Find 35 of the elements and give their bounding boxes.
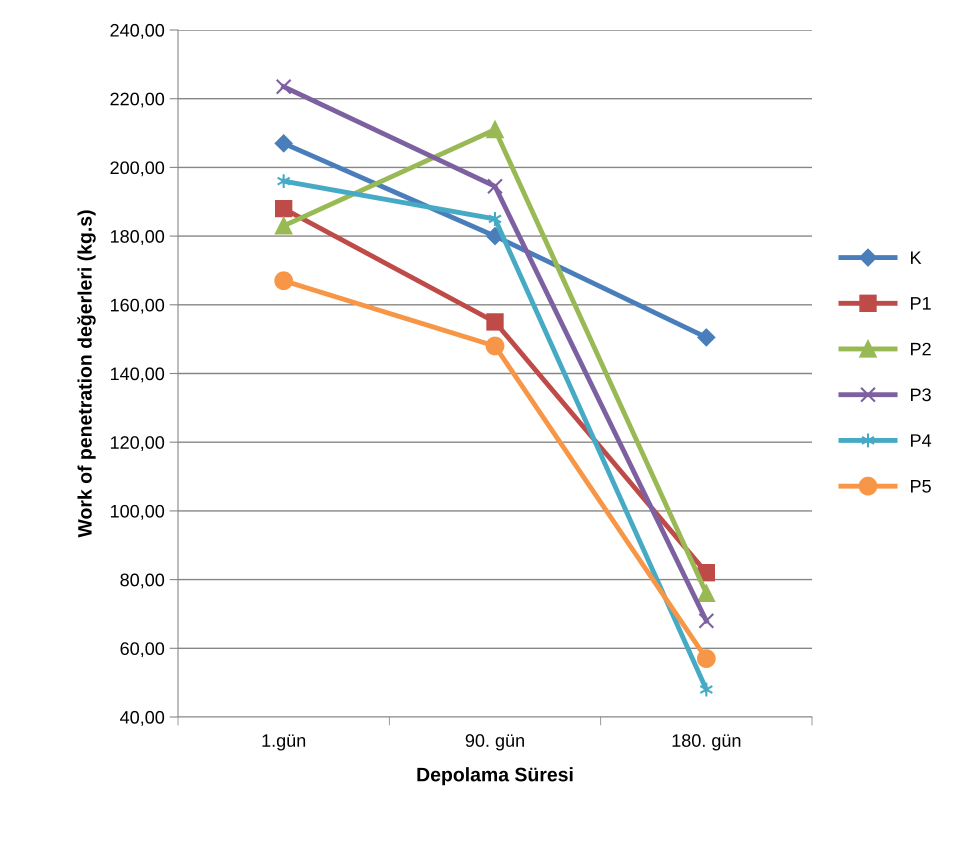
- point: [274, 217, 292, 234]
- point: [486, 313, 504, 331]
- y-tick-label: 100,00: [110, 504, 164, 520]
- legend-label: K: [911, 251, 922, 264]
- y-tick-label: 200,00: [110, 161, 164, 176]
- x-tick-label: 180. gün: [672, 734, 740, 750]
- point: [698, 584, 716, 602]
- point: [486, 336, 504, 356]
- y-tick-label: 60,00: [120, 642, 164, 658]
- legend-label: P1: [911, 297, 931, 310]
- point: [276, 78, 292, 95]
- point: [274, 200, 292, 218]
- point: [486, 120, 504, 138]
- point: [487, 178, 503, 194]
- point: [274, 134, 293, 152]
- y-tick-label: 80,00: [120, 574, 164, 588]
- x-tick-label: 1.gün: [262, 734, 306, 750]
- legend-label: P4: [911, 434, 932, 447]
- point: [696, 649, 716, 668]
- legend-label: P3: [911, 388, 931, 402]
- point: [274, 271, 294, 290]
- x-axis-title: Depolama Süresi: [417, 767, 573, 786]
- y-tick-label: 180,00: [110, 230, 164, 245]
- y-tick-label: 240,00: [110, 24, 164, 39]
- point: [697, 328, 716, 346]
- x-tick-label: 90. gün: [466, 734, 524, 750]
- y-tick-label: 140,00: [110, 367, 164, 382]
- y-tick-label: 160,00: [110, 298, 164, 314]
- point: [698, 612, 714, 629]
- y-tick-label: 120,00: [110, 436, 164, 452]
- legend-label: P2: [911, 342, 931, 356]
- y-tick-label: 220,00: [110, 92, 164, 108]
- y-axis-title: Work of penetration değerleri (kg.s): [77, 210, 96, 538]
- y-tick-label: 40,00: [120, 710, 164, 726]
- legend-label: P5: [911, 480, 931, 493]
